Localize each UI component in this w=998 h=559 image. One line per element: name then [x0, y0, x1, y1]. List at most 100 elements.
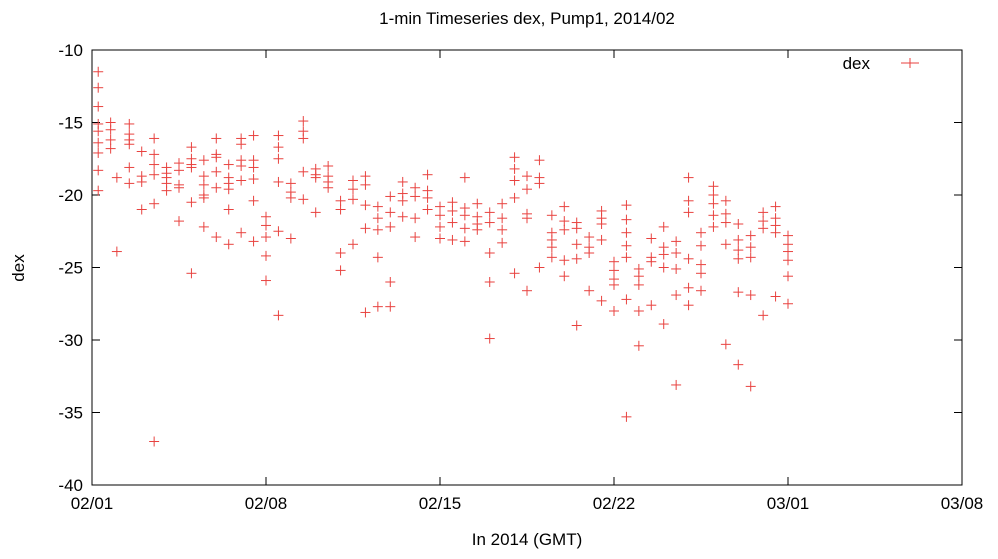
data-point	[783, 255, 793, 266]
data-point	[571, 239, 582, 250]
data-point	[211, 166, 222, 177]
data-point	[720, 339, 731, 350]
data-point	[546, 252, 557, 263]
data-point	[310, 207, 321, 218]
data-point	[285, 192, 296, 203]
data-point	[93, 147, 104, 158]
data-point	[298, 166, 309, 177]
data-point	[621, 214, 632, 225]
data-point	[571, 253, 582, 264]
y-tick-label: -25	[58, 259, 83, 278]
data-point	[696, 227, 706, 238]
data-point	[385, 301, 396, 312]
x-axis-label: In 2014 (GMT)	[472, 530, 583, 549]
data-point	[93, 82, 104, 93]
data-point	[105, 134, 116, 145]
data-point	[186, 197, 197, 208]
data-point	[435, 201, 445, 212]
data-point	[149, 159, 160, 170]
data-point	[186, 268, 197, 279]
data-point	[93, 185, 104, 196]
data-point	[174, 165, 184, 176]
data-point	[733, 234, 744, 245]
data-point	[658, 221, 669, 232]
data-point	[509, 175, 520, 186]
data-point	[248, 174, 259, 185]
data-point	[198, 179, 209, 190]
data-point	[621, 227, 632, 238]
data-point	[534, 155, 545, 166]
data-point	[93, 101, 104, 112]
data-point	[211, 152, 222, 163]
data-point	[447, 217, 458, 228]
data-point	[671, 263, 682, 274]
x-tick-label: 03/08	[941, 494, 984, 513]
data-point	[546, 210, 557, 221]
data-point	[696, 240, 706, 251]
data-point	[497, 237, 508, 248]
plot-frame	[91, 49, 963, 486]
data-point	[658, 319, 669, 330]
data-point	[236, 227, 247, 238]
data-point	[372, 224, 383, 235]
y-tick-label: -30	[58, 331, 83, 350]
data-point	[124, 118, 135, 129]
data-point	[770, 291, 781, 302]
data-point	[621, 294, 632, 305]
data-point	[372, 252, 383, 263]
data-point	[646, 256, 657, 267]
data-point	[770, 201, 781, 212]
data-point	[720, 239, 731, 250]
data-point	[559, 216, 570, 227]
data-point	[410, 232, 421, 243]
data-point	[211, 232, 222, 243]
data-point	[646, 233, 657, 244]
data-point	[186, 142, 197, 153]
data-point	[335, 248, 346, 258]
y-tick-labels: -10 -15 -20 -25 -30 -35 -40	[58, 41, 83, 495]
data-point	[484, 248, 495, 258]
data-point	[783, 246, 793, 257]
data-point	[149, 149, 160, 160]
data-point	[261, 232, 271, 243]
x-tick-label: 02/01	[71, 494, 114, 513]
data-point	[609, 279, 619, 290]
data-point	[708, 181, 719, 192]
data-point	[683, 282, 694, 293]
data-point	[633, 340, 644, 351]
data-point	[683, 172, 694, 183]
data-point	[509, 152, 520, 163]
data-point	[745, 242, 756, 253]
data-point	[186, 162, 197, 173]
data-point	[745, 252, 756, 263]
data-point	[410, 182, 421, 193]
x-tick-label: 02/22	[593, 494, 636, 513]
data-point	[758, 207, 769, 218]
y-tick-label: -40	[58, 476, 83, 495]
data-point	[236, 175, 247, 186]
data-point	[136, 176, 147, 187]
data-point	[273, 176, 284, 187]
data-point	[758, 223, 769, 234]
data-point	[323, 182, 334, 193]
data-point	[198, 221, 209, 232]
y-tick-label: -15	[58, 114, 83, 133]
data-point	[198, 155, 209, 166]
data-point	[783, 230, 793, 241]
data-point	[609, 265, 619, 276]
data-point	[93, 126, 104, 137]
data-point	[261, 250, 271, 261]
data-point	[360, 223, 371, 234]
data-point	[621, 200, 632, 211]
data-point	[174, 216, 184, 227]
data-point	[559, 201, 570, 212]
data-point	[360, 200, 371, 211]
data-point	[534, 178, 545, 189]
data-point	[447, 234, 458, 245]
data-point	[435, 233, 445, 244]
data-point	[348, 194, 358, 205]
data-point	[584, 232, 595, 243]
data-point	[733, 359, 744, 370]
data-point	[708, 198, 719, 209]
legend-label: dex	[843, 54, 871, 73]
